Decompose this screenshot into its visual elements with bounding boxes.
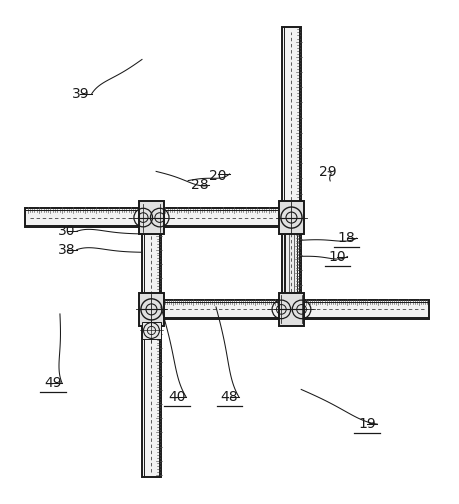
Bar	[279, 201, 304, 234]
Bar	[139, 293, 164, 326]
Text: 38: 38	[58, 243, 75, 257]
Bar	[25, 208, 280, 227]
Bar	[282, 27, 301, 302]
Text: 10: 10	[329, 249, 346, 264]
Bar	[139, 201, 164, 234]
Text: 29: 29	[319, 165, 337, 179]
Text: 18: 18	[338, 231, 355, 245]
Bar	[279, 293, 304, 326]
Text: 28: 28	[191, 178, 208, 193]
Text: 39: 39	[72, 87, 89, 101]
Bar	[285, 227, 297, 300]
Bar	[142, 323, 161, 339]
Bar	[140, 300, 429, 319]
Text: 19: 19	[358, 417, 376, 431]
Text: 40: 40	[168, 390, 185, 404]
Text: 30: 30	[58, 224, 75, 238]
Text: 49: 49	[44, 376, 62, 390]
Text: 48: 48	[221, 390, 238, 404]
Text: 20: 20	[209, 169, 227, 183]
Bar	[142, 222, 161, 477]
